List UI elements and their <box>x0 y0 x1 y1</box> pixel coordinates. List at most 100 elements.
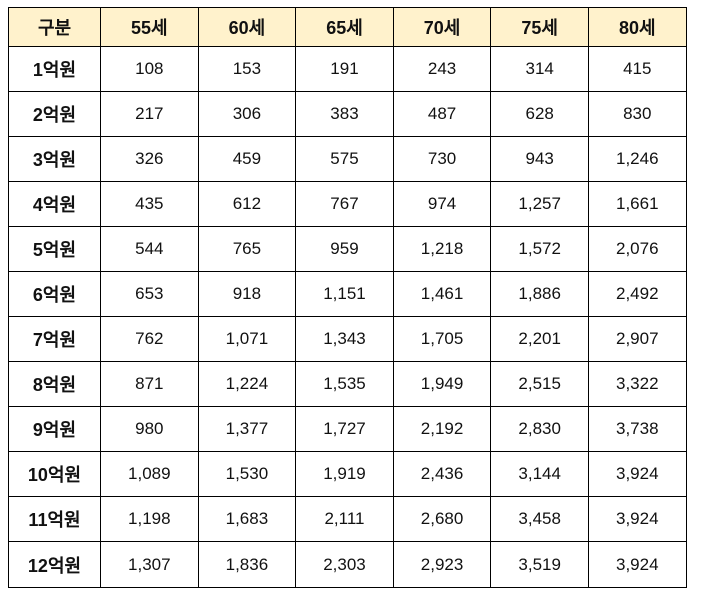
value-cell: 1,218 <box>392 226 492 272</box>
value-cell: 3,322 <box>587 361 687 407</box>
table-row: 9억원 980 1,377 1,727 2,192 2,830 3,738 <box>8 406 687 452</box>
value-cell: 2,515 <box>490 361 589 407</box>
value-cell: 762 <box>100 316 199 362</box>
value-cell: 1,836 <box>197 541 297 588</box>
value-cell: 2,303 <box>295 541 394 588</box>
value-cell: 3,924 <box>587 541 687 588</box>
table-header: 구분 55세 60세 65세 70세 75세 80세 <box>8 7 687 47</box>
value-cell: 1,727 <box>295 406 394 452</box>
table-row: 10억원 1,089 1,530 1,919 2,436 3,144 3,924 <box>8 451 687 497</box>
value-cell: 459 <box>197 136 297 182</box>
value-cell: 765 <box>197 226 297 272</box>
value-cell: 415 <box>587 46 687 92</box>
row-label-cell: 3억원 <box>8 136 101 182</box>
value-cell: 1,705 <box>392 316 492 362</box>
row-label-cell: 7억원 <box>8 316 101 362</box>
table-body: 1억원 108 153 191 243 314 415 2억원 217 306 383 487 628 8… <box>8 46 687 588</box>
value-cell: 2,111 <box>295 496 394 542</box>
value-cell: 314 <box>490 46 589 92</box>
value-cell: 974 <box>392 181 492 227</box>
value-cell: 2,201 <box>490 316 589 362</box>
row-label-cell: 5억원 <box>8 226 101 272</box>
header-cell-age: 75세 <box>490 7 589 47</box>
header-cell-age: 60세 <box>197 7 297 47</box>
value-cell: 871 <box>100 361 199 407</box>
value-cell: 1,089 <box>100 451 199 497</box>
value-cell: 730 <box>392 136 492 182</box>
value-cell: 435 <box>100 181 199 227</box>
value-cell: 1,307 <box>100 541 199 588</box>
value-cell: 959 <box>295 226 394 272</box>
value-cell: 2,923 <box>392 541 492 588</box>
value-cell: 3,519 <box>490 541 589 588</box>
row-label-cell: 8억원 <box>8 361 101 407</box>
table-row: 2억원 217 306 383 487 628 830 <box>8 91 687 137</box>
row-label-cell: 11억원 <box>8 496 101 542</box>
table-row: 6억원 653 918 1,151 1,461 1,886 2,492 <box>8 271 687 317</box>
value-cell: 1,572 <box>490 226 589 272</box>
value-cell: 3,144 <box>490 451 589 497</box>
value-cell: 628 <box>490 91 589 137</box>
value-cell: 918 <box>197 271 297 317</box>
table-row: 8억원 871 1,224 1,535 1,949 2,515 3,322 <box>8 361 687 407</box>
row-label-cell: 2억원 <box>8 91 101 137</box>
table-row: 5억원 544 765 959 1,218 1,572 2,076 <box>8 226 687 272</box>
value-cell: 383 <box>295 91 394 137</box>
value-cell: 1,071 <box>197 316 297 362</box>
row-label-cell: 12억원 <box>8 541 101 588</box>
row-label-cell: 9억원 <box>8 406 101 452</box>
value-cell: 3,924 <box>587 496 687 542</box>
value-cell: 544 <box>100 226 199 272</box>
value-cell: 1,224 <box>197 361 297 407</box>
table-row: 3억원 326 459 575 730 943 1,246 <box>8 136 687 182</box>
value-cell: 2,492 <box>587 271 687 317</box>
value-cell: 1,377 <box>197 406 297 452</box>
header-row: 구분 55세 60세 65세 70세 75세 80세 <box>8 7 687 47</box>
row-label-cell: 1억원 <box>8 46 101 92</box>
header-corner-cell: 구분 <box>8 7 101 47</box>
value-cell: 980 <box>100 406 199 452</box>
value-cell: 243 <box>392 46 492 92</box>
value-cell: 3,924 <box>587 451 687 497</box>
value-cell: 1,949 <box>392 361 492 407</box>
value-cell: 1,461 <box>392 271 492 317</box>
value-cell: 1,151 <box>295 271 394 317</box>
value-cell: 306 <box>197 91 297 137</box>
table-row: 11억원 1,198 1,683 2,111 2,680 3,458 3,924 <box>8 496 687 542</box>
value-cell: 653 <box>100 271 199 317</box>
value-cell: 108 <box>100 46 199 92</box>
table-row: 4억원 435 612 767 974 1,257 1,661 <box>8 181 687 227</box>
value-cell: 2,192 <box>392 406 492 452</box>
value-cell: 2,436 <box>392 451 492 497</box>
value-cell: 2,076 <box>587 226 687 272</box>
row-label-cell: 6억원 <box>8 271 101 317</box>
value-cell: 1,683 <box>197 496 297 542</box>
value-cell: 1,919 <box>295 451 394 497</box>
header-cell-age: 65세 <box>295 7 394 47</box>
table-row: 1억원 108 153 191 243 314 415 <box>8 46 687 92</box>
table-row: 7억원 762 1,071 1,343 1,705 2,201 2,907 <box>8 316 687 362</box>
value-cell: 326 <box>100 136 199 182</box>
value-cell: 575 <box>295 136 394 182</box>
header-cell-age: 80세 <box>587 7 687 47</box>
value-cell: 191 <box>295 46 394 92</box>
data-table: 구분 55세 60세 65세 70세 75세 80세 1억원 108 153 191 2… <box>8 7 687 588</box>
value-cell: 767 <box>295 181 394 227</box>
table-row: 12억원 1,307 1,836 2,303 2,923 3,519 3,924 <box>8 541 687 588</box>
header-cell-age: 55세 <box>100 7 199 47</box>
value-cell: 1,257 <box>490 181 589 227</box>
value-cell: 3,458 <box>490 496 589 542</box>
value-cell: 2,680 <box>392 496 492 542</box>
value-cell: 943 <box>490 136 589 182</box>
value-cell: 1,530 <box>197 451 297 497</box>
row-label-cell: 10억원 <box>8 451 101 497</box>
value-cell: 612 <box>197 181 297 227</box>
value-cell: 830 <box>587 91 687 137</box>
value-cell: 1,886 <box>490 271 589 317</box>
value-cell: 1,661 <box>587 181 687 227</box>
value-cell: 3,738 <box>587 406 687 452</box>
header-cell-age: 70세 <box>392 7 492 47</box>
value-cell: 1,198 <box>100 496 199 542</box>
value-cell: 217 <box>100 91 199 137</box>
value-cell: 2,830 <box>490 406 589 452</box>
